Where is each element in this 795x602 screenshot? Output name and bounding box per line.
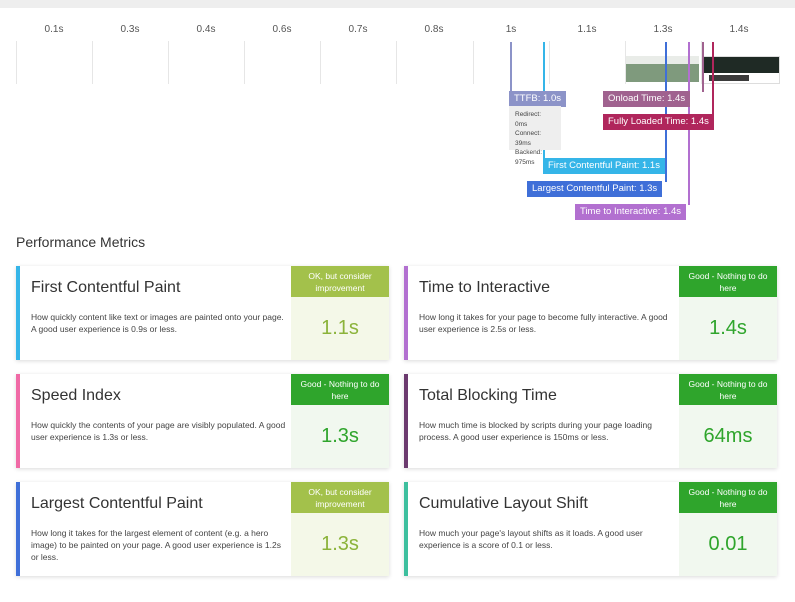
tick-label: 1.3s: [653, 24, 673, 35]
metric-description: How long it takes for your page to becom…: [419, 312, 668, 334]
frame-divider: [473, 41, 474, 84]
frame-divider: [320, 41, 321, 84]
metric-value: 64ms: [703, 425, 753, 447]
ttfb-breakdown: Redirect: 0ms Connect: 39ms Backend: 975…: [509, 106, 561, 166]
metric-score-panel: Good - Nothing to do here 1.3s: [291, 374, 389, 468]
frame-divider: [92, 41, 93, 84]
metric-score-panel: OK, but consider improvement 1.3s: [291, 482, 389, 576]
metric-name: Total Blocking Time: [419, 387, 557, 404]
ttfb-marker: TTFB: 1.0s: [509, 91, 566, 107]
fully-loaded-marker: Fully Loaded Time: 1.4s: [603, 114, 714, 130]
metric-card-time-to-interactive: Time to Interactive How long it takes fo…: [404, 266, 777, 360]
metric-value: 0.01: [708, 533, 748, 555]
metric-score-panel: Good - Nothing to do here 64ms: [679, 374, 777, 468]
rating-badge: OK, but consider improvement: [291, 482, 389, 513]
metric-score-panel: Good - Nothing to do here 0.01: [679, 482, 777, 576]
tick-label: 0.7s: [348, 24, 368, 35]
filmstrip-timeline: 0.1s 0.3s 0.4s 0.6s 0.7s 0.8s 1s 1.1s 1.…: [16, 16, 780, 84]
rating-badge: Good - Nothing to do here: [679, 482, 777, 513]
metric-card-cumulative-layout-shift: Cumulative Layout Shift How much your pa…: [404, 482, 777, 576]
metric-name: First Contentful Paint: [31, 279, 181, 296]
card-accent: [404, 482, 408, 576]
fully-loaded-marker-line: [712, 42, 714, 115]
filmstrip-frame-thumbnail[interactable]: [626, 56, 699, 82]
card-accent: [16, 266, 20, 360]
metric-description: How much time is blocked by scripts duri…: [419, 420, 652, 442]
tick-label: 0.1s: [44, 24, 64, 35]
metric-card-total-blocking-time: Total Blocking Time How much time is blo…: [404, 374, 777, 468]
card-accent: [404, 266, 408, 360]
metric-value: 1.3s: [321, 533, 359, 555]
tti-marker: Time to Interactive: 1.4s: [575, 204, 687, 220]
ttfb-connect: Connect: 39ms: [515, 130, 542, 147]
lcp-marker-line: [665, 42, 667, 182]
card-accent: [404, 374, 408, 468]
tick-label: 0.3s: [120, 24, 140, 35]
tick-label: 0.8s: [424, 24, 444, 35]
metric-description: How much your page's layout shifts as it…: [419, 528, 643, 550]
metric-description: How quickly content like text or images …: [31, 312, 284, 334]
metric-card-first-contentful-paint: First Contentful Paint How quickly conte…: [16, 266, 389, 360]
top-bar: [0, 0, 795, 8]
ttfb-marker-line: [510, 42, 512, 92]
metric-score-panel: Good - Nothing to do here 1.4s: [679, 266, 777, 360]
metric-card-largest-contentful-paint: Largest Contentful Paint How long it tak…: [16, 482, 389, 576]
filmstrip-frame-thumbnail[interactable]: [702, 56, 780, 84]
metric-name: Largest Contentful Paint: [31, 495, 203, 512]
frame-divider: [16, 41, 17, 84]
metric-score-panel: OK, but consider improvement 1.1s: [291, 266, 389, 360]
lcp-marker: Largest Contentful Paint: 1.3s: [527, 181, 663, 197]
card-accent: [16, 482, 20, 576]
card-accent: [16, 374, 20, 468]
metric-name: Cumulative Layout Shift: [419, 495, 588, 512]
frame-divider: [701, 41, 702, 84]
frame-divider: [549, 41, 550, 84]
tick-label: 1.1s: [577, 24, 597, 35]
frame-divider: [168, 41, 169, 84]
tick-label: 1.4s: [729, 24, 749, 35]
metric-value: 1.4s: [709, 317, 747, 339]
metric-name: Speed Index: [31, 387, 121, 404]
metric-description: How long it takes for the largest elemen…: [31, 528, 281, 562]
metric-value: 1.1s: [321, 317, 359, 339]
onload-marker: Onload Time: 1.4s: [603, 91, 691, 107]
rating-badge: OK, but consider improvement: [291, 266, 389, 297]
frame-divider: [244, 41, 245, 84]
ttfb-backend: Backend: 975ms: [515, 149, 543, 166]
rating-badge: Good - Nothing to do here: [679, 374, 777, 405]
frame-divider: [625, 41, 626, 84]
tick-label: 1s: [505, 24, 517, 35]
metric-name: Time to Interactive: [419, 279, 551, 296]
tick-label: 0.4s: [196, 24, 216, 35]
tick-label: 0.6s: [272, 24, 292, 35]
onload-marker-line: [702, 42, 704, 92]
rating-badge: Good - Nothing to do here: [291, 374, 389, 405]
frame-divider: [396, 41, 397, 84]
metric-description: How quickly the contents of your page ar…: [31, 420, 286, 442]
fcp-marker: First Contentful Paint: 1.1s: [543, 158, 665, 174]
rating-badge: Good - Nothing to do here: [679, 266, 777, 297]
ttfb-redirect: Redirect: 0ms: [515, 111, 542, 128]
metric-value: 1.3s: [321, 425, 359, 447]
section-title: Performance Metrics: [16, 234, 146, 250]
metric-card-speed-index: Speed Index How quickly the contents of …: [16, 374, 389, 468]
